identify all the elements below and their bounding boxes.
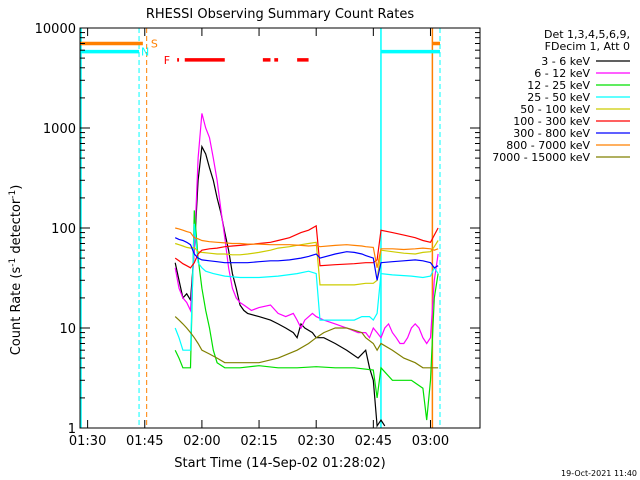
x-ticks: 01:30 01:45 02:00 02:15 02:30 02:45 03:00	[69, 28, 449, 449]
x-tick-label-0: 01:30	[69, 434, 106, 449]
legend-entry-label-8: 7000 - 15000 keV	[492, 151, 590, 164]
y-tick-label-3: 1000	[43, 122, 76, 137]
legend-entry-label-0: 3 - 6 keV	[541, 55, 590, 68]
legend-entry-label-1: 6 - 12 keV	[534, 67, 590, 80]
y-axis-label-sup-1: -1	[8, 258, 18, 267]
y-axis-label: Count Rate (s-1 detector-1)	[8, 185, 24, 356]
legend-entry-label-4: 50 - 100 keV	[520, 103, 590, 116]
legend-entry-label-7: 800 - 7000 keV	[506, 139, 590, 152]
y-tick-label-2: 100	[51, 222, 76, 237]
legend-entry-label-3: 25 - 50 keV	[527, 91, 590, 104]
x-axis-label: Start Time (14-Sep-02 01:28:02)	[174, 456, 385, 471]
y-tick-label-0: 1	[68, 422, 76, 437]
y-axis-label-part-2: detector	[9, 198, 24, 258]
f-flag-label: F	[164, 54, 170, 67]
y-axis-label-part-3: )	[9, 185, 24, 190]
x-tick-label-3: 02:15	[240, 434, 277, 449]
x-tick-label-6: 03:00	[412, 434, 449, 449]
y-axis-label-part-1: Count Rate (s	[9, 267, 24, 356]
legend-entry-label-2: 12 - 25 keV	[527, 79, 590, 92]
series-line-6	[174, 237, 439, 281]
flags: SN F	[80, 37, 440, 67]
series-line-7	[175, 227, 439, 268]
y-ticks: 1 10 100 1000 10000	[35, 22, 480, 437]
legend-header-2: FDecim 1, Att 0	[545, 40, 630, 53]
series-line-1	[174, 113, 439, 345]
series-line-4	[175, 240, 439, 286]
series-line-8	[174, 316, 439, 369]
y-tick-label-4: 10000	[35, 22, 76, 37]
timestamp: 19-Oct-2021 11:40	[561, 469, 637, 478]
legend-entry-label-6: 300 - 800 keV	[513, 127, 590, 140]
x-tick-label-2: 02:00	[183, 434, 220, 449]
n-flag-label: N	[141, 46, 149, 59]
chart-title: RHESSI Observing Summary Count Rates	[146, 7, 415, 22]
y-axis-label-sup-2: -1	[8, 190, 18, 199]
x-tick-label-5: 02:45	[355, 434, 392, 449]
series-line-3	[174, 223, 439, 351]
series-line-0	[174, 144, 386, 428]
x-tick-label-4: 02:30	[297, 434, 334, 449]
legend-entry-label-5: 100 - 300 keV	[513, 115, 590, 128]
y-tick-label-1: 10	[59, 322, 76, 337]
plot-lines	[80, 28, 441, 428]
x-tick-label-1: 01:45	[126, 434, 163, 449]
s-flag-label: S	[151, 37, 158, 50]
legend-header-1: Det 1,3,4,5,6,9,	[544, 28, 630, 41]
